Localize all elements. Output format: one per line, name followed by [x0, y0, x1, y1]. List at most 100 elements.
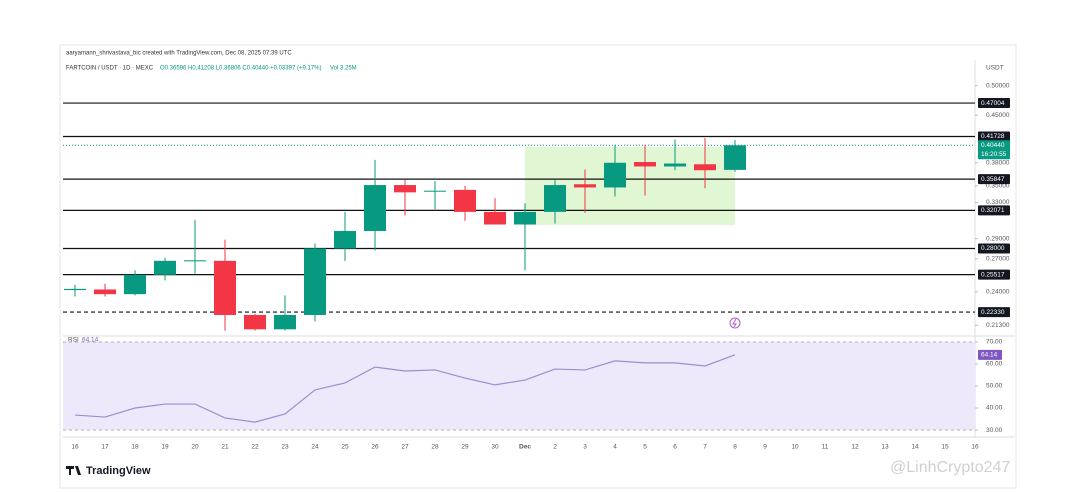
rsi-tick-label: 30.00: [986, 427, 1003, 434]
symbol: FARTCOIN / USDT · 1D · MEXC: [66, 66, 154, 72]
x-tick-label: 25: [341, 444, 349, 451]
rsi-band: [63, 341, 975, 431]
candle-body: [604, 162, 626, 188]
level-label: 0.22330: [981, 309, 1005, 316]
candle-body: [304, 248, 326, 315]
x-tick-label: 12: [851, 444, 859, 451]
candle-body: [424, 190, 446, 192]
x-tick-label: 18: [131, 444, 139, 451]
candle-body: [694, 164, 716, 171]
x-tick-label: 16: [71, 444, 79, 451]
x-tick-label: 22: [251, 444, 259, 451]
x-tick-label: 10: [791, 444, 799, 451]
x-tick-label: 2: [553, 444, 557, 451]
rsi-value-box: [978, 349, 1002, 360]
x-tick-label: 29: [461, 444, 469, 451]
candle-body: [124, 274, 146, 295]
x-tick-label: 6: [673, 444, 677, 451]
x-tick-label: 26: [371, 444, 379, 451]
candle-body: [274, 314, 296, 330]
candle-body: [64, 288, 86, 291]
x-tick-label: 20: [191, 444, 199, 451]
y-tick-label: 0.33000: [986, 199, 1010, 206]
rsi-tick-label: 50.00: [986, 383, 1003, 390]
rsi-value-label: 64.14: [981, 352, 998, 359]
level-label-box: [978, 205, 1010, 216]
candle-body: [724, 145, 746, 170]
x-tick-label: Dec: [519, 444, 531, 451]
x-tick-label: 21: [221, 444, 229, 451]
level-label: 0.25517: [981, 271, 1005, 278]
x-tick-label: 24: [311, 444, 319, 451]
x-tick-label: 8: [733, 444, 737, 451]
rsi-tick-label: 40.00: [986, 405, 1003, 412]
x-tick-label: 23: [281, 444, 289, 451]
y-tick-label: 0.50000: [986, 82, 1010, 89]
rsi-legend-value: 64.14: [82, 337, 99, 344]
level-label: 0.41728: [981, 133, 1005, 140]
candle-body: [334, 231, 356, 249]
countdown: 16:20:55: [981, 151, 1007, 158]
y-tick-label: 0.29000: [986, 235, 1010, 242]
x-tick-label: 16: [971, 444, 979, 451]
y-tick-label: 0.38000: [986, 159, 1010, 166]
x-tick-label: 9: [763, 444, 767, 451]
volume: Vol 3.25M: [330, 66, 357, 72]
candle-body: [364, 185, 386, 232]
watermark: @LinhCrypto247: [890, 459, 1010, 476]
brand-logo: [66, 466, 81, 475]
candle-body: [154, 260, 176, 275]
ohlc: O0.36596 H0.41208 L0.36806 C0.40440 +0.0…: [160, 66, 321, 72]
x-tick-label: 11: [822, 444, 829, 451]
rsi-line: [74, 354, 736, 423]
last-price-label: 0.40440: [981, 142, 1005, 149]
x-tick-label: 30: [491, 444, 499, 451]
level-label-box: [978, 243, 1010, 254]
level-label: 0.28000: [981, 245, 1005, 252]
y-tick-label: 0.35000: [986, 183, 1010, 190]
level-label-box: [978, 98, 1010, 109]
y-tick-label: 0.45000: [986, 112, 1010, 119]
level-label-box: [978, 307, 1010, 318]
rsi-tick-label: 60.00: [986, 361, 1003, 368]
currency: USDT: [986, 65, 1004, 72]
x-tick-label: 7: [703, 444, 707, 451]
candle-body: [94, 289, 116, 295]
y-tick-label: 0.27000: [986, 255, 1010, 262]
candle-body: [574, 184, 596, 188]
candle-body: [394, 185, 416, 193]
x-tick-label: 17: [101, 444, 109, 451]
x-tick-label: 19: [161, 444, 169, 451]
x-tick-label: 13: [881, 444, 889, 451]
candle-body: [634, 162, 656, 167]
x-tick-label: 14: [911, 444, 919, 451]
x-tick-label: 5: [643, 444, 647, 451]
level-label: 0.47004: [981, 100, 1005, 107]
rsi-name: RSI: [68, 337, 79, 344]
level-label-box: [978, 131, 1010, 142]
candle-body: [514, 211, 536, 225]
alert-icon: [729, 317, 741, 329]
candle-body: [664, 163, 686, 167]
y-tick-label: 0.21300: [986, 322, 1010, 329]
level-label-box: [978, 269, 1010, 280]
credit: aaryamann_shrivastava_bic created with T…: [66, 51, 292, 57]
rsi-tick-label: 70.00: [986, 339, 1003, 346]
candle-body: [454, 189, 476, 212]
brand: TradingView: [86, 465, 151, 477]
last-price-box: [978, 140, 1010, 160]
x-tick-label: 15: [941, 444, 949, 451]
x-tick-label: 28: [431, 444, 439, 451]
candle-body: [544, 185, 566, 212]
candle-body: [484, 211, 506, 225]
level-label-box: [978, 174, 1010, 185]
candle-body: [244, 314, 266, 330]
level-label: 0.32071: [981, 207, 1005, 214]
candle-body: [214, 260, 236, 315]
y-tick-label: 0.24000: [986, 289, 1010, 296]
x-tick-label: 27: [401, 444, 409, 451]
x-tick-label: 3: [583, 444, 587, 451]
level-label: 0.35847: [981, 176, 1005, 183]
